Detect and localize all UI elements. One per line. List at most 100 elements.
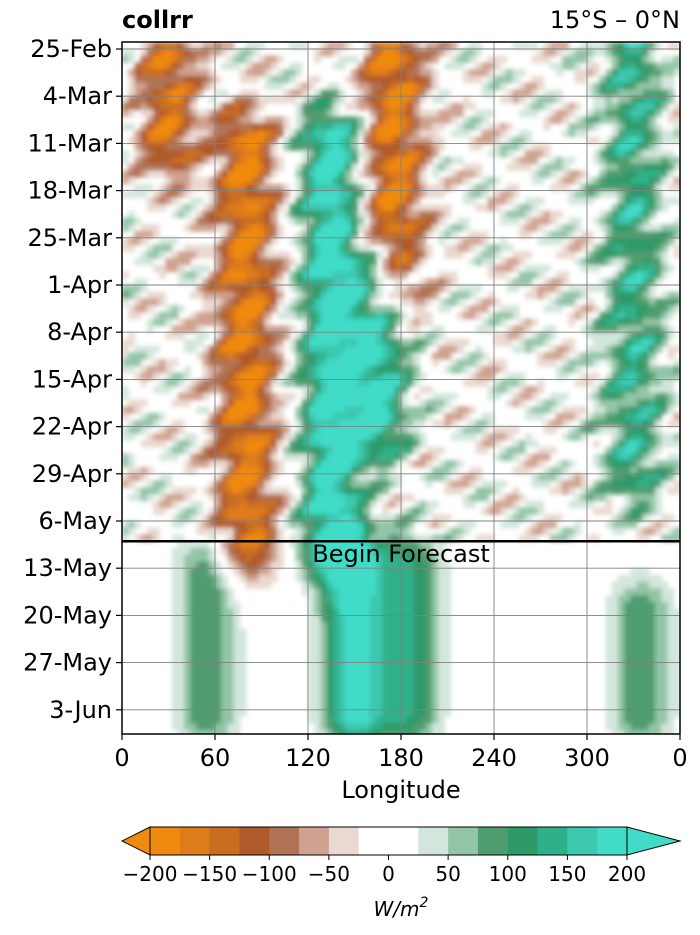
heatmap-cell	[506, 305, 514, 313]
heatmap-cell	[649, 55, 656, 63]
heatmap-cell	[202, 548, 210, 556]
heatmap-cell	[481, 446, 489, 455]
heatmap-cell	[146, 527, 154, 535]
heatmap-cell	[661, 204, 669, 212]
heatmap-cell	[134, 96, 142, 104]
heatmap-cell	[351, 258, 359, 266]
heatmap-cell	[246, 379, 253, 387]
heatmap-cell	[618, 170, 625, 178]
heatmap-cell	[270, 163, 278, 171]
heatmap-cell	[438, 49, 445, 57]
heatmap-cell	[215, 521, 222, 529]
heatmap-cell	[388, 150, 396, 158]
heatmap-cell	[258, 494, 266, 502]
heatmap-cell	[357, 406, 365, 414]
heatmap-cell	[202, 359, 210, 367]
heatmap-cell	[413, 534, 421, 542]
heatmap-cell	[605, 258, 613, 266]
heatmap-cell	[159, 251, 166, 259]
heatmap-cell	[264, 386, 272, 394]
heatmap-cell	[190, 487, 197, 495]
heatmap-cell	[295, 500, 303, 509]
heatmap-cell	[407, 62, 414, 70]
heatmap-cell	[140, 494, 148, 502]
heatmap-cell	[382, 129, 390, 138]
heatmap-cell	[184, 62, 191, 70]
heatmap-cell	[630, 156, 638, 165]
heatmap-cell	[332, 548, 340, 556]
heatmap-cell	[177, 494, 185, 502]
heatmap-cell	[531, 96, 538, 104]
heatmap-cell	[382, 406, 390, 414]
heatmap-cell	[618, 419, 625, 428]
heatmap-cell	[512, 89, 520, 97]
heatmap-cell	[525, 500, 532, 509]
heatmap-cell	[221, 190, 228, 198]
heatmap-cell	[475, 359, 483, 367]
heatmap-cell	[407, 298, 414, 306]
heatmap-cell	[363, 440, 371, 448]
heatmap-cell	[593, 318, 600, 326]
heatmap-cell	[122, 352, 129, 360]
heatmap-cell	[165, 244, 173, 252]
heatmap-cell	[537, 460, 545, 468]
heatmap-cell	[394, 561, 402, 569]
heatmap-cell	[574, 500, 582, 509]
heatmap-cell	[134, 150, 142, 158]
heatmap-cell	[258, 258, 266, 266]
heatmap-cell	[370, 527, 377, 535]
heatmap-cell	[531, 413, 538, 421]
heatmap-cell	[252, 224, 259, 232]
heatmap-cell	[407, 129, 414, 138]
heatmap-cell	[636, 278, 644, 286]
heatmap-cell	[239, 521, 247, 529]
heatmap-cell	[376, 305, 383, 313]
heatmap-cell	[246, 298, 253, 306]
heatmap-cell	[611, 143, 619, 151]
heatmap-cell	[233, 170, 241, 178]
heatmap-cell	[357, 129, 365, 138]
heatmap-cell	[618, 49, 625, 57]
heatmap-cell	[295, 332, 303, 340]
heatmap-cell	[630, 143, 638, 151]
heatmap-cell	[394, 237, 402, 246]
heatmap-cell	[165, 89, 173, 97]
heatmap-cell	[649, 244, 656, 252]
heatmap-cell	[370, 102, 377, 111]
heatmap-cell	[376, 325, 383, 333]
heatmap-cell	[444, 156, 452, 165]
heatmap-cell	[518, 386, 526, 394]
heatmap-cell	[500, 143, 507, 151]
heatmap-cell	[574, 494, 582, 502]
heatmap-cell	[611, 318, 619, 326]
heatmap-cell	[599, 143, 607, 151]
heatmap-cell	[301, 379, 309, 387]
heatmap-cell	[444, 352, 452, 360]
heatmap-cell	[543, 231, 551, 239]
heatmap-cell	[122, 392, 129, 401]
heatmap-cell	[624, 514, 631, 522]
heatmap-cell	[630, 258, 638, 266]
heatmap-cell	[463, 291, 470, 299]
heatmap-cell	[332, 406, 340, 414]
heatmap-cell	[630, 89, 638, 97]
heatmap-cell	[605, 163, 613, 171]
heatmap-cell	[419, 291, 427, 299]
heatmap-cell	[611, 514, 619, 522]
heatmap-cell	[159, 379, 166, 387]
heatmap-cell	[432, 129, 439, 138]
heatmap-cell	[506, 123, 514, 131]
heatmap-cell	[345, 204, 352, 212]
heatmap-cell	[450, 467, 458, 475]
heatmap-cell	[196, 49, 204, 57]
heatmap-cell	[357, 258, 365, 266]
heatmap-cell	[326, 527, 334, 535]
heatmap-cell	[419, 419, 427, 428]
heatmap-cell	[618, 102, 625, 111]
heatmap-cell	[673, 42, 680, 50]
heatmap-cell	[140, 372, 148, 380]
heatmap-cell	[649, 352, 656, 360]
heatmap-cell	[357, 392, 365, 401]
heatmap-cell	[394, 136, 402, 144]
heatmap-cell	[611, 521, 619, 529]
